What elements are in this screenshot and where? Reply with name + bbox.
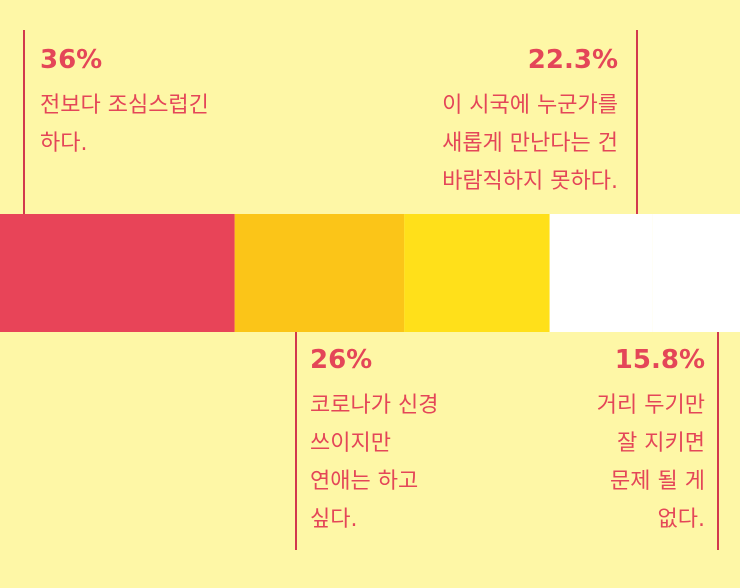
category-label-3-line-2: 새롭게 만난다는 건 bbox=[442, 131, 618, 156]
category-label-2-line-1: 코로나가 신경 bbox=[310, 393, 438, 418]
category-label-4-line-4: 없다. bbox=[658, 507, 705, 532]
bar-segment-4 bbox=[549, 214, 653, 332]
category-label-3-line-3: 바람직하지 못하다. bbox=[442, 169, 618, 194]
value-label-4: 15.8% bbox=[615, 345, 705, 375]
value-label-2: 26% bbox=[310, 345, 372, 375]
category-label-4-line-2: 잘 지키면 bbox=[617, 431, 705, 456]
value-label-3: 22.3% bbox=[528, 45, 618, 75]
bar-segment-3 bbox=[404, 214, 550, 332]
category-label-3-line-1: 이 시국에 누군가를 bbox=[442, 93, 618, 118]
category-label-2-line-3: 연애는 하고 bbox=[310, 469, 418, 494]
category-label-4-line-3: 문제 될 게 bbox=[610, 469, 705, 494]
category-label-4-line-1: 거리 두기만 bbox=[597, 393, 705, 418]
bar-segment-2 bbox=[234, 214, 405, 332]
value-label-1: 36% bbox=[40, 45, 102, 75]
category-label-1-line-1: 전보다 조심스럽긴 bbox=[40, 93, 209, 118]
category-label-2-line-2: 쓰이지만 bbox=[310, 431, 391, 456]
bar-remainder bbox=[652, 214, 740, 332]
category-label-2-line-4: 싶다. bbox=[310, 507, 357, 532]
category-label-1-line-2: 하다. bbox=[40, 131, 87, 156]
bar-segment-1 bbox=[0, 214, 235, 332]
